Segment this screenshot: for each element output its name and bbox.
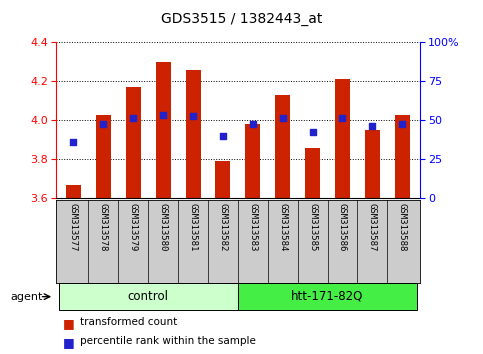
Point	[339, 115, 346, 121]
Text: GSM313588: GSM313588	[398, 202, 407, 251]
Text: GSM313584: GSM313584	[278, 202, 287, 251]
Text: GSM313578: GSM313578	[99, 202, 108, 251]
Bar	[395, 115, 410, 198]
Text: GSM313581: GSM313581	[188, 202, 198, 251]
Text: htt-171-82Q: htt-171-82Q	[291, 290, 364, 303]
Text: GDS3515 / 1382443_at: GDS3515 / 1382443_at	[161, 12, 322, 27]
Bar	[96, 115, 111, 198]
Bar	[365, 130, 380, 198]
Text: ■: ■	[63, 336, 74, 349]
Text: GSM313582: GSM313582	[218, 202, 227, 251]
Text: control: control	[128, 290, 169, 303]
Bar	[185, 70, 200, 198]
Text: GSM313587: GSM313587	[368, 202, 377, 251]
Point	[99, 121, 107, 127]
Text: GSM313583: GSM313583	[248, 202, 257, 251]
Text: GSM313586: GSM313586	[338, 202, 347, 251]
Point	[70, 139, 77, 144]
Bar	[245, 124, 260, 198]
Text: GSM313585: GSM313585	[308, 202, 317, 251]
Text: GSM313579: GSM313579	[129, 202, 138, 251]
Bar	[156, 62, 170, 198]
Bar	[126, 87, 141, 198]
Point	[398, 121, 406, 127]
Point	[309, 129, 316, 135]
Text: transformed count: transformed count	[80, 317, 177, 327]
Point	[159, 112, 167, 118]
Point	[129, 115, 137, 121]
Text: GSM313580: GSM313580	[158, 202, 168, 251]
Point	[279, 115, 286, 121]
Point	[219, 133, 227, 139]
Point	[369, 124, 376, 129]
Bar	[238, 283, 417, 310]
Text: GSM313577: GSM313577	[69, 202, 78, 251]
Text: agent: agent	[11, 292, 43, 302]
Bar	[215, 161, 230, 198]
Bar	[305, 148, 320, 198]
Bar	[275, 95, 290, 198]
Point	[249, 121, 256, 127]
Text: percentile rank within the sample: percentile rank within the sample	[80, 336, 256, 346]
Bar	[58, 283, 238, 310]
Point	[189, 114, 197, 119]
Text: ■: ■	[63, 317, 74, 330]
Bar	[335, 80, 350, 198]
Bar	[66, 185, 81, 198]
